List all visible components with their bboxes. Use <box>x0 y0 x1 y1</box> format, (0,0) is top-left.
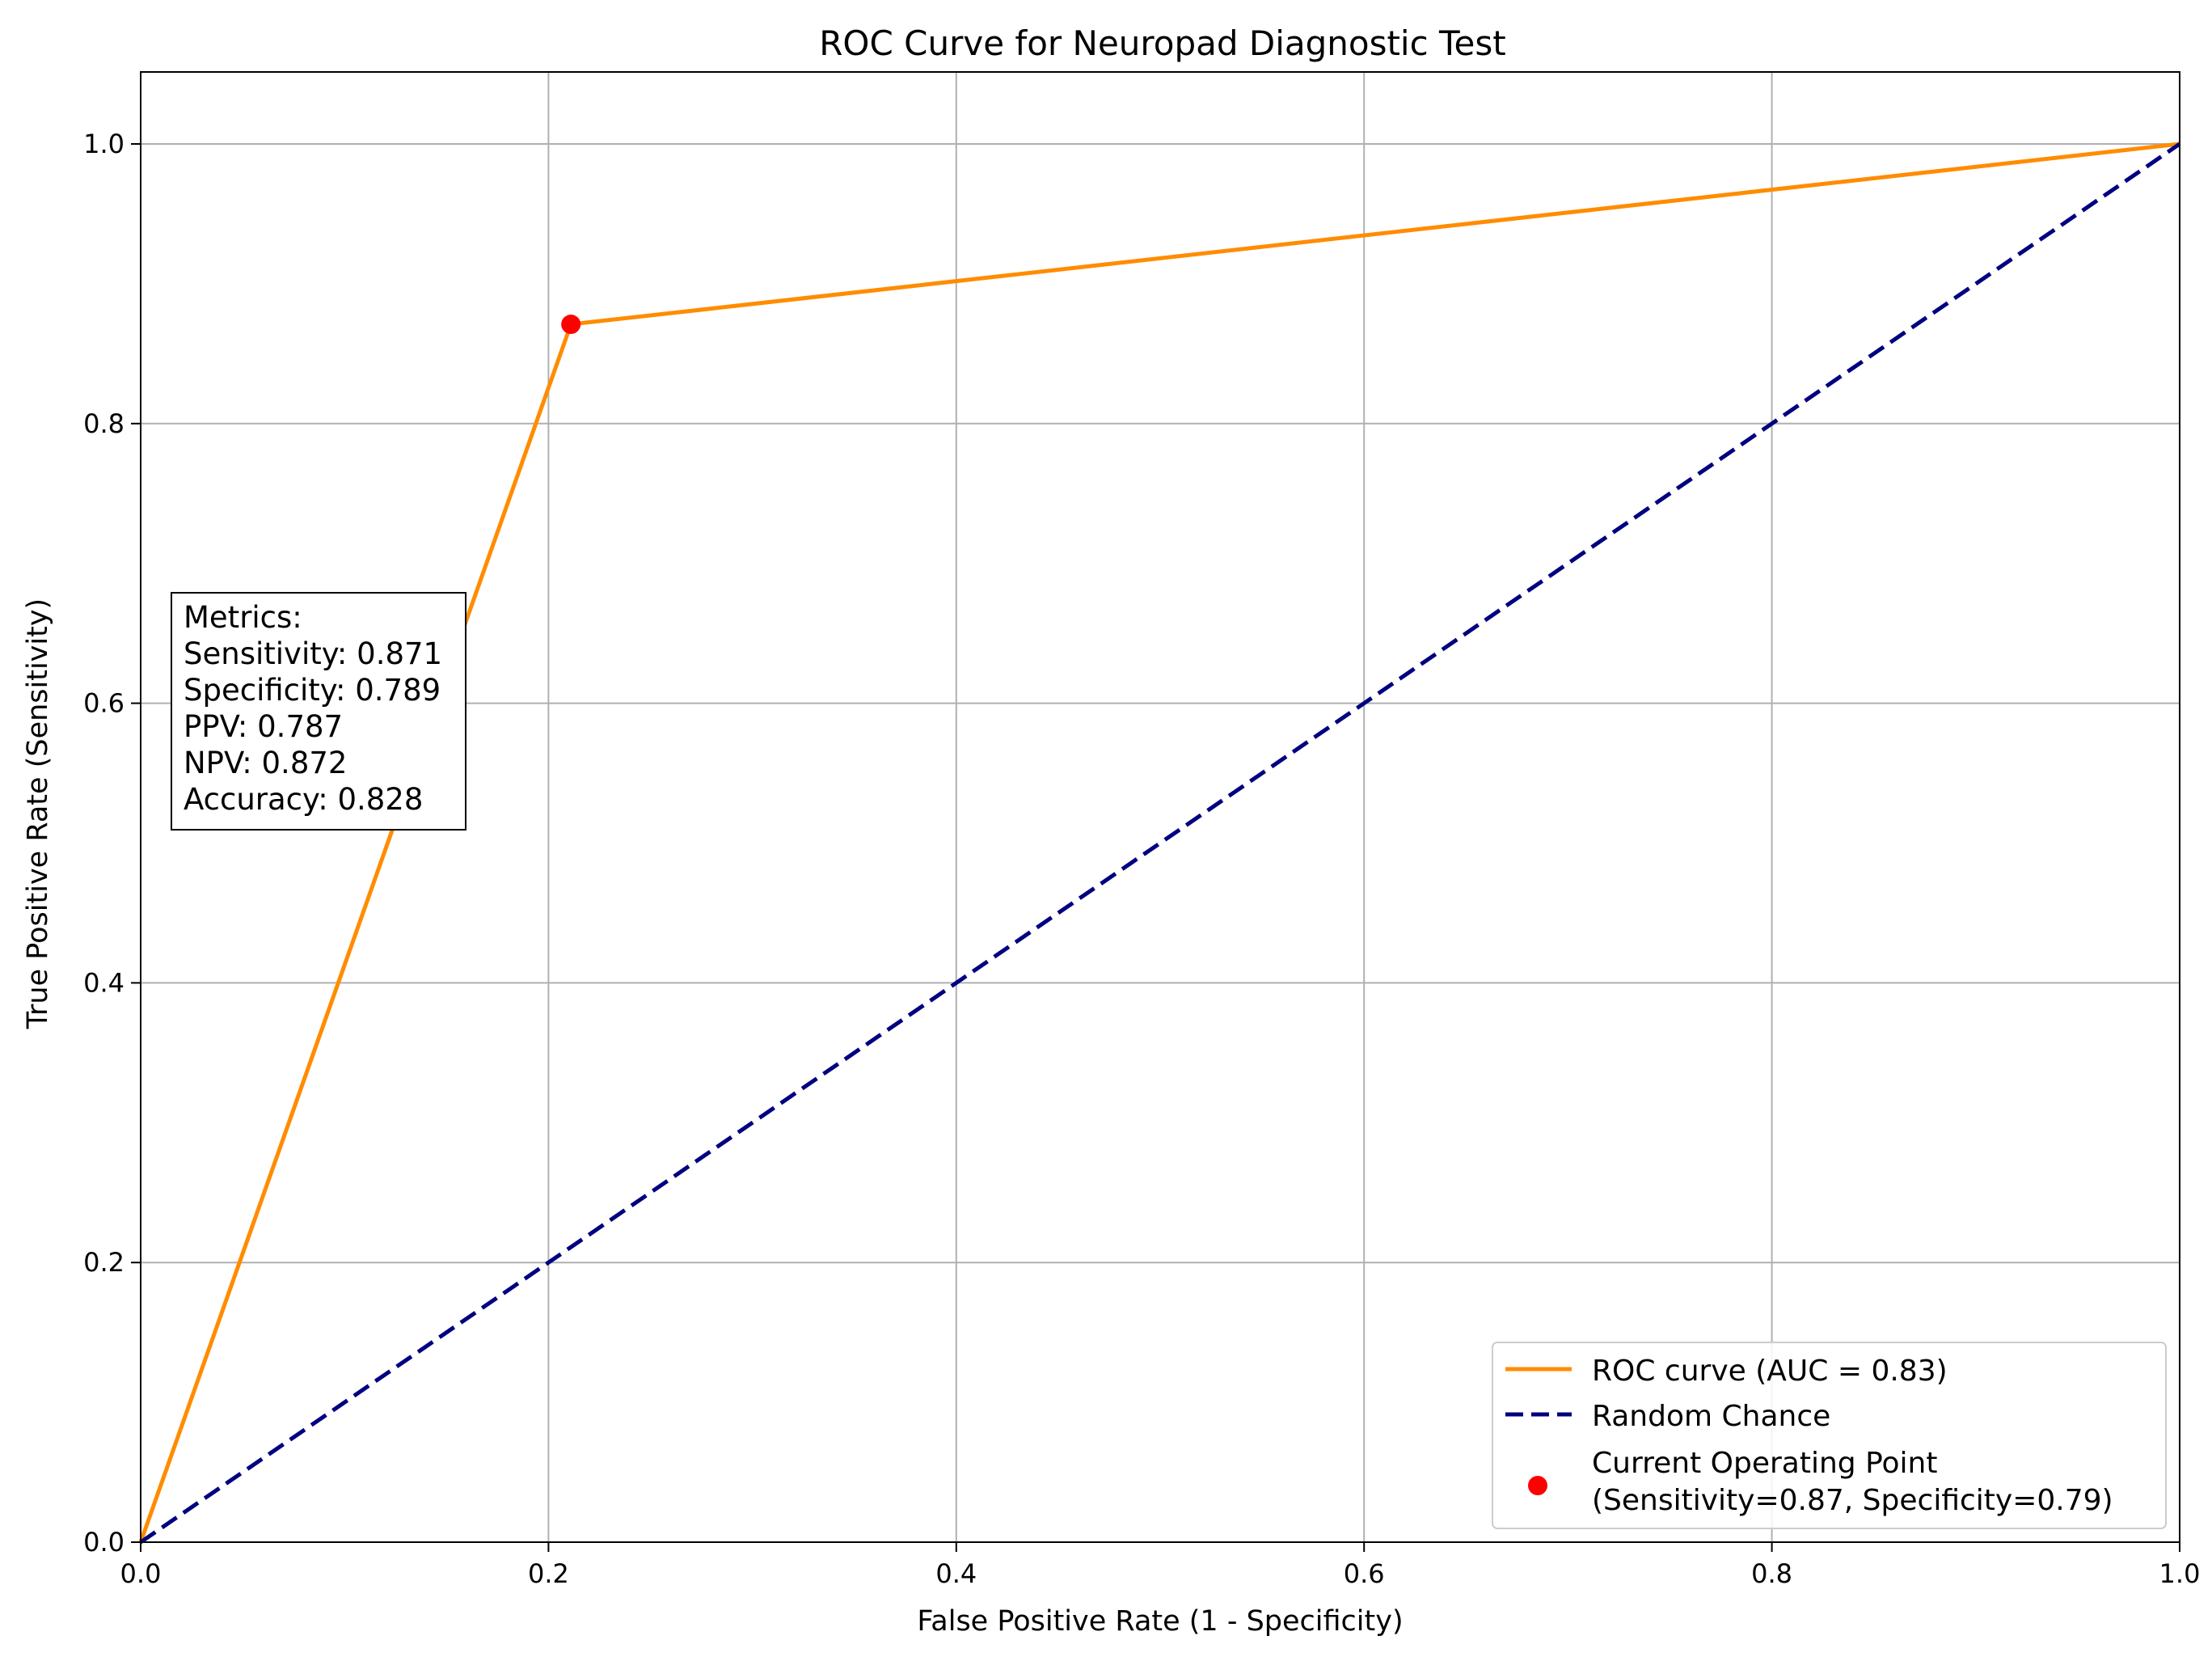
x-tick-label: 0.6 <box>1344 1558 1385 1589</box>
plot-frame <box>140 71 2180 1543</box>
y-tick-label: 0.8 <box>83 408 125 439</box>
legend-label-operating-point: Current Operating Point <box>1592 1447 1937 1480</box>
legend-swatch-operating-point <box>1528 1476 1547 1495</box>
y-tick-label: 1.0 <box>83 129 125 159</box>
x-tick-label: 0.0 <box>120 1558 162 1589</box>
metrics-box-frame <box>171 592 466 831</box>
metrics-line: PPV: 0.787 <box>184 709 343 744</box>
metrics-line: Metrics: <box>184 600 302 635</box>
legend-label-random: Random Chance <box>1592 1400 1830 1433</box>
x-tick-label: 0.2 <box>528 1558 569 1589</box>
metrics-line: Specificity: 0.789 <box>184 673 441 708</box>
operating-point-marker <box>561 315 581 335</box>
series-layer <box>138 142 2181 1545</box>
y-tick-label: 0.6 <box>83 688 125 719</box>
y-axis-label: True Positive Rate (Sensitivity) <box>22 598 54 1029</box>
chart-title: ROC Curve for Neuropad Diagnostic Test <box>819 23 1506 63</box>
y-tick-label: 0.0 <box>83 1527 125 1558</box>
y-tick-label: 0.2 <box>83 1247 125 1278</box>
x-tick-label: 0.8 <box>1751 1558 1792 1589</box>
legend-frame <box>1492 1342 2167 1529</box>
ticks: 0.0 0.2 0.4 0.6 0.8 1.0 0.0 0.2 0.4 0.6 0.8 1.0 <box>83 129 2200 1589</box>
grid <box>140 72 2180 1543</box>
x-axis-label: False Positive Rate (1 - Specificity) <box>917 1605 1403 1638</box>
x-tick-label: 1.0 <box>2159 1558 2201 1589</box>
metrics-line: Accuracy: 0.828 <box>184 782 423 817</box>
metrics-box: Metrics: Sensitivity: 0.871 Specificity:… <box>171 592 466 831</box>
metrics-line: Sensitivity: 0.871 <box>184 636 442 671</box>
random-chance-line <box>139 142 2181 1545</box>
x-tick-label: 0.4 <box>935 1558 977 1589</box>
legend: ROC curve (AUC = 0.83) Random Chance Cur… <box>1492 1342 2167 1529</box>
legend-label-operating-point-detail: (Sensitivity=0.87, Specificity=0.79) <box>1592 1484 2113 1517</box>
y-tick-label: 0.4 <box>83 967 125 998</box>
metrics-line: NPV: 0.872 <box>184 746 347 780</box>
legend-label-roc: ROC curve (AUC = 0.83) <box>1592 1355 1948 1388</box>
